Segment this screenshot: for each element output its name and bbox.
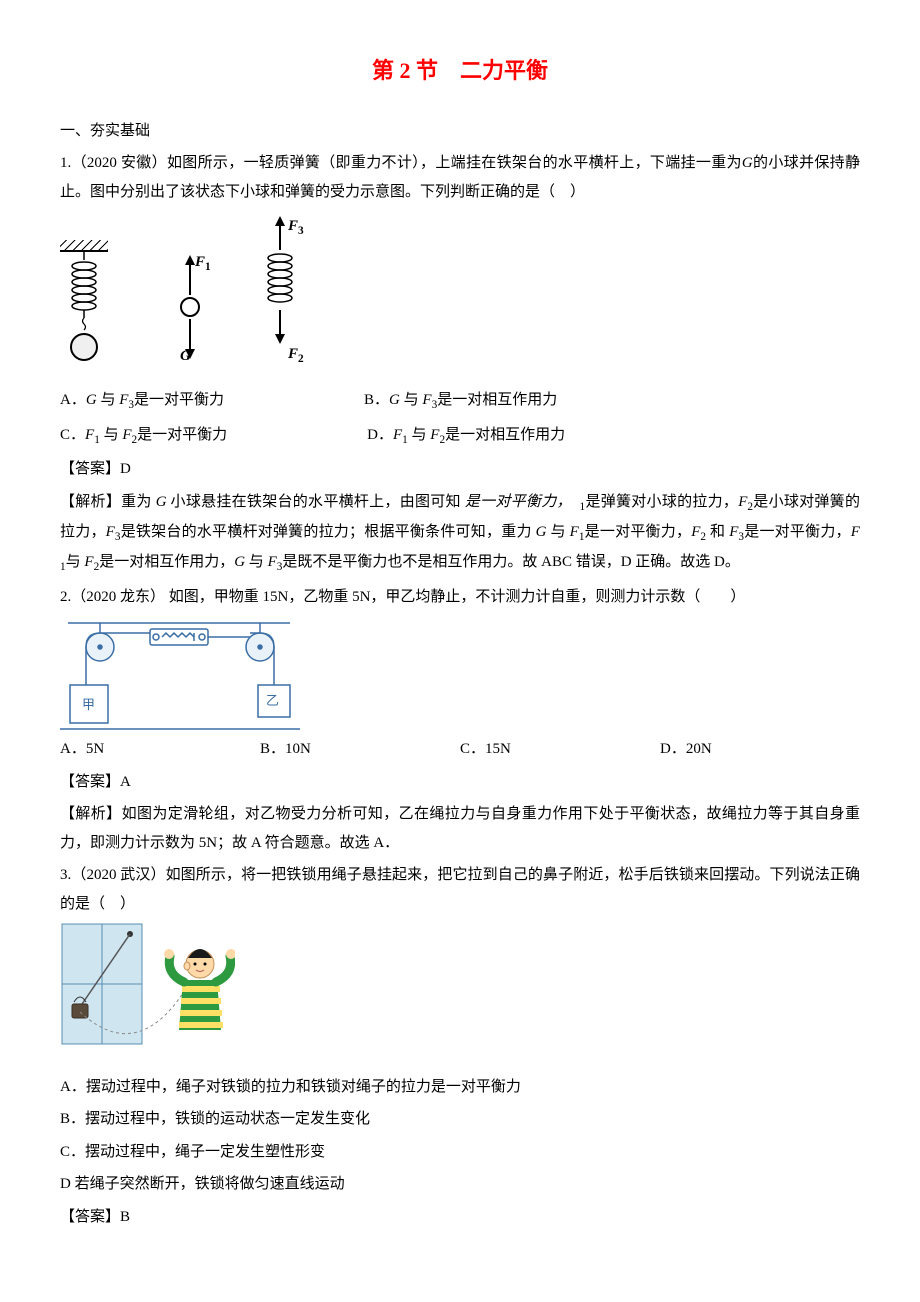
q2-opt-b: B．10N: [260, 735, 460, 764]
q1-opt-d: D．F1 与 F2是一对相互作用力: [367, 421, 565, 451]
q1-opt-b: B．G 与 F3是一对相互作用力: [364, 386, 557, 416]
q2-options: A．5N B．10N C．15N D．20N: [60, 735, 860, 764]
svg-text:甲: 甲: [82, 697, 95, 712]
q2-stem: 2.（2020 龙东） 如图，甲物重 15N，乙物重 5N，甲乙均静止，不计测力…: [60, 583, 860, 612]
q1-explanation: 【解析】重为 G 小球悬挂在铁架台的水平横杆上，由图可知 是一对平衡力， 1是弹…: [60, 488, 860, 579]
q2-opt-c: C．15N: [460, 735, 660, 764]
ball-forces: F1 G: [160, 238, 220, 376]
q3-opt-c: C．摆动过程中，绳子一定发生塑性形变: [60, 1138, 860, 1167]
q3-opt-b: B．摆动过程中，铁锁的运动状态一定发生变化: [60, 1105, 860, 1134]
ball: [70, 333, 98, 361]
q1-answer: 【答案】D: [60, 455, 860, 484]
page-title: 第 2 节 二力平衡: [60, 50, 860, 92]
q3-opt-a: A．摆动过程中，绳子对铁锁的拉力和铁锁对绳子的拉力是一对平衡力: [60, 1073, 860, 1102]
q2-answer: 【答案】A: [60, 768, 860, 797]
spring-coil: [60, 252, 108, 337]
q3-pendulum-figure: [60, 922, 235, 1062]
section-heading: 一、夯实基础: [60, 117, 860, 146]
svg-text:乙: 乙: [266, 693, 279, 708]
q1-options-row1: A．G 与 F3是一对平衡力 B．G 与 F3是一对相互作用力: [60, 386, 860, 416]
q2-explanation: 【解析】如图为定滑轮组，对乙物受力分析可知，乙在绳拉力与自身重力作用下处于平衡状…: [60, 800, 860, 857]
center-ball: [180, 297, 200, 317]
spring-coil-right: [260, 250, 300, 310]
q2-pulley-diagram: 甲 乙: [60, 615, 300, 735]
q1-figure: F1 G F3 F2: [60, 216, 860, 376]
q2-opt-a: A．5N: [60, 735, 260, 764]
spring-forces: F3 F2: [250, 216, 310, 376]
q1-opt-a: A．G 与 F3是一对平衡力: [60, 386, 224, 416]
ceiling-hatch: [60, 238, 108, 252]
q2-opt-d: D．20N: [660, 735, 860, 764]
q3-opt-d: D 若绳子突然断开，铁锁将做匀速直线运动: [60, 1170, 860, 1199]
q1-options-row2: C．F1 与 F2是一对平衡力 D．F1 与 F2是一对相互作用力: [60, 421, 860, 451]
q1-opt-c: C．F1 与 F2是一对平衡力: [60, 421, 227, 451]
q1-stem: 1.（2020 安徽）如图所示，一轻质弹簧（即重力不计），上端挂在铁架台的水平横…: [60, 149, 860, 206]
q3-stem: 3.（2020 武汉）如图所示，将一把铁锁用绳子悬挂起来，把它拉到自己的鼻子附近…: [60, 861, 860, 918]
q3-answer: 【答案】B: [60, 1203, 860, 1232]
spring-with-ball: [60, 238, 130, 376]
